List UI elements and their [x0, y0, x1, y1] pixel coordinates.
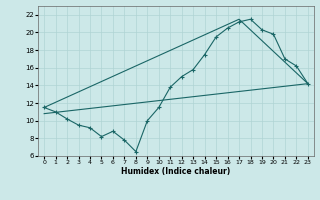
X-axis label: Humidex (Indice chaleur): Humidex (Indice chaleur): [121, 167, 231, 176]
